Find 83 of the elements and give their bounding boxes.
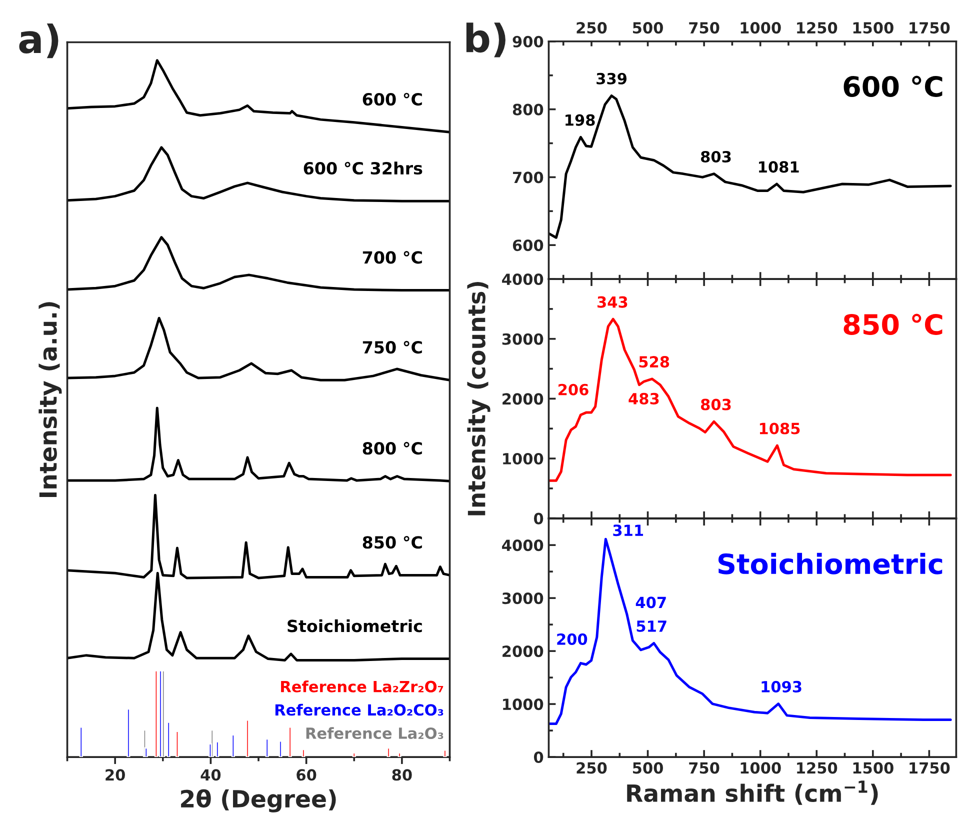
annotation: 483 — [628, 392, 659, 404]
annotation: 311 — [613, 524, 644, 536]
x-tick-label: 20 — [106, 769, 125, 781]
annotation: 528 — [639, 356, 670, 368]
x-tick-label: 80 — [392, 769, 412, 781]
y-axis-title: Intensity (a.u.) — [38, 302, 62, 497]
bar — [154, 670, 158, 758]
y-tick-label: 1000 — [503, 698, 544, 710]
x2-tick-label: 750 — [689, 22, 720, 34]
x2-tick-label: 500 — [633, 22, 663, 34]
series-label: 700 °C — [362, 251, 422, 264]
x2-tick-label: 1750 — [910, 22, 950, 34]
annotation: 803 — [700, 150, 731, 163]
text: 600 °C — [844, 76, 942, 97]
y-tick-label: 4000 — [502, 540, 544, 552]
series-label: 600 °C — [362, 92, 422, 106]
bar — [162, 670, 166, 758]
annotation: 339 — [596, 72, 627, 84]
x-tick-label: 40 — [200, 769, 221, 781]
y-tick-label: 0 — [534, 512, 544, 524]
x-tick-label: 500 — [633, 762, 663, 774]
bar — [231, 734, 235, 758]
bar — [386, 747, 390, 758]
series-label: 800 °C — [362, 442, 422, 455]
annotation: 803 — [700, 398, 731, 410]
bar — [126, 708, 130, 758]
series-label: Stoichiometric — [288, 619, 422, 632]
series-label: 600 °C 32hrs — [304, 162, 422, 175]
bar — [265, 738, 269, 758]
text: 850 °C — [844, 314, 942, 335]
x-tick-label: 60 — [296, 769, 316, 781]
y-tick-label: 700 — [513, 172, 544, 184]
y-tick-label: 3000 — [502, 592, 544, 604]
bar — [398, 752, 402, 758]
bar — [302, 748, 306, 758]
y-tick-label: 2000 — [502, 393, 544, 405]
y-tick-label: 2000 — [502, 646, 544, 658]
text: Reference La₂Zr₂O₇ — [281, 680, 444, 692]
series-label: 750 °C — [362, 340, 422, 354]
bar — [79, 726, 83, 758]
bar — [175, 730, 180, 758]
annotation: 1093 — [762, 680, 802, 692]
bar — [288, 726, 292, 758]
x2-tick-label: 1000 — [740, 22, 781, 34]
y-tick-label: 800 — [512, 104, 544, 116]
x2-tick-label: 1250 — [797, 22, 838, 34]
x-axis-title: Raman shift (cm$^{−1}$) — [627, 780, 878, 805]
annotation: 200 — [557, 633, 588, 645]
annotation: 1085 — [760, 422, 800, 434]
y-tick-label: 600 — [512, 240, 544, 252]
bar — [246, 719, 250, 758]
x-tick-label: 250 — [576, 762, 607, 774]
text: Stoichiometric — [718, 552, 942, 574]
x2-tick-label: 250 — [576, 22, 607, 34]
annotation: 343 — [598, 296, 628, 308]
x-axis-title: 2θ (Degree) — [181, 789, 336, 812]
bar — [166, 722, 170, 758]
x-tick-label: 1500 — [853, 762, 894, 774]
bar — [352, 752, 356, 758]
annotation: 198 — [566, 114, 595, 126]
y-axis-title: Intensity (counts) — [467, 282, 490, 516]
series-label: 850 °C — [362, 536, 422, 549]
bar — [278, 740, 282, 758]
y-tick-label: 900 — [512, 36, 544, 48]
annotation: 206 — [558, 384, 588, 396]
annotation: 1081 — [759, 161, 799, 173]
y-tick-label: 1000 — [503, 452, 544, 465]
text: b) — [466, 22, 506, 58]
text: a) — [19, 23, 58, 58]
line-series — [548, 538, 952, 726]
bar — [443, 749, 447, 758]
y-tick-label: 4000 — [502, 274, 544, 286]
x-tick-label: 750 — [689, 762, 720, 774]
y-tick-label: 3000 — [502, 333, 544, 345]
x-tick-label: 1750 — [910, 762, 950, 774]
x-tick-label: 1000 — [740, 762, 781, 774]
x-tick-label: 1250 — [797, 762, 838, 774]
y-tick-label: 0 — [534, 752, 544, 764]
text: Reference La₂O₃ — [306, 727, 444, 740]
series-label: Reference La₂O₂CO₃ — [275, 704, 444, 716]
annotation: 407 — [636, 596, 666, 608]
x2-tick-label: 1500 — [853, 22, 894, 34]
annotation: 517 — [636, 620, 666, 632]
